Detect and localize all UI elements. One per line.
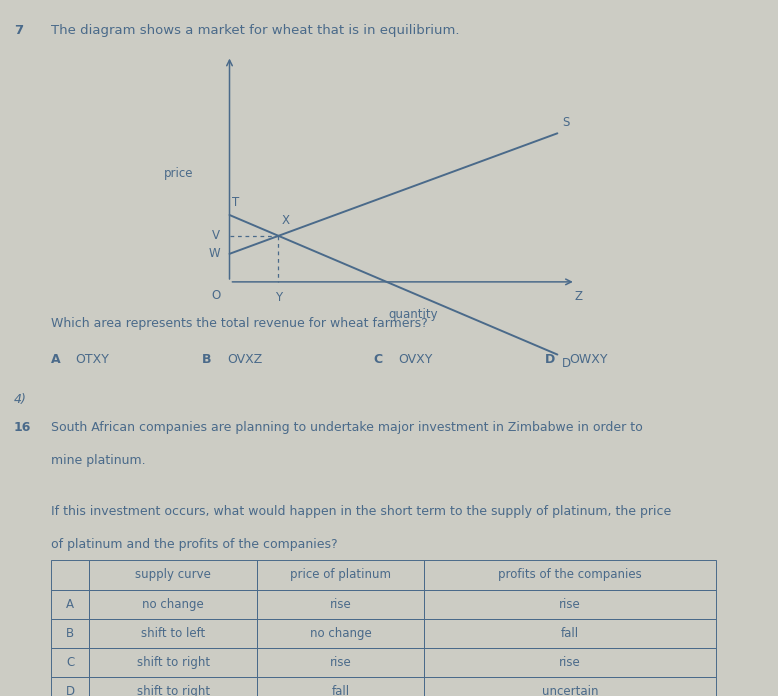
Bar [51, 590, 89, 619]
Bar [257, 619, 424, 648]
Bar [89, 590, 257, 619]
Bar [89, 677, 257, 696]
Text: shift to right: shift to right [137, 656, 209, 669]
Text: OWXY: OWXY [569, 353, 608, 366]
Bar [89, 560, 257, 590]
Text: rise: rise [559, 598, 580, 610]
Text: C: C [66, 656, 74, 669]
Bar [89, 619, 257, 648]
Text: B: B [202, 353, 212, 366]
Bar [257, 677, 424, 696]
Text: fall: fall [331, 686, 349, 696]
Bar [257, 560, 424, 590]
Text: 4): 4) [14, 393, 27, 406]
Text: Y: Y [275, 291, 282, 304]
Text: D: D [65, 686, 75, 696]
Bar [89, 648, 257, 677]
Text: quantity: quantity [389, 308, 438, 322]
Text: Z: Z [574, 290, 582, 303]
Bar [424, 560, 716, 590]
Text: of platinum and the profits of the companies?: of platinum and the profits of the compa… [51, 538, 337, 551]
Bar [424, 590, 716, 619]
Text: A: A [66, 598, 74, 610]
Bar [424, 677, 716, 696]
Text: X: X [282, 214, 289, 228]
Text: rise: rise [559, 656, 580, 669]
Bar [51, 619, 89, 648]
Text: D: D [545, 353, 555, 366]
Text: fall: fall [561, 627, 579, 640]
Text: T: T [232, 196, 239, 209]
Text: V: V [212, 230, 220, 242]
Text: OVXZ: OVXZ [227, 353, 262, 366]
Bar [257, 648, 424, 677]
Text: mine platinum.: mine platinum. [51, 454, 145, 468]
Text: supply curve: supply curve [135, 569, 211, 581]
Text: B: B [66, 627, 74, 640]
Text: price: price [164, 168, 194, 180]
Text: O: O [211, 289, 220, 302]
Text: OTXY: OTXY [75, 353, 110, 366]
Text: uncertain: uncertain [541, 686, 598, 696]
Text: price of platinum: price of platinum [290, 569, 391, 581]
Bar [424, 648, 716, 677]
Text: 7: 7 [14, 24, 23, 38]
Text: shift to right: shift to right [137, 686, 209, 696]
Text: no change: no change [310, 627, 371, 640]
Text: Which area represents the total revenue for wheat farmers?: Which area represents the total revenue … [51, 317, 427, 330]
Text: A: A [51, 353, 60, 366]
Bar [51, 560, 89, 590]
Text: C: C [373, 353, 383, 366]
Bar [51, 677, 89, 696]
Text: If this investment occurs, what would happen in the short term to the supply of : If this investment occurs, what would ha… [51, 505, 671, 518]
Text: no change: no change [142, 598, 204, 610]
Text: S: S [562, 116, 569, 129]
Text: OVXY: OVXY [398, 353, 433, 366]
Text: W: W [209, 247, 220, 260]
Text: South African companies are planning to undertake major investment in Zimbabwe i: South African companies are planning to … [51, 421, 643, 434]
Bar [257, 590, 424, 619]
Text: 16: 16 [14, 421, 31, 434]
Text: profits of the companies: profits of the companies [498, 569, 642, 581]
Text: rise: rise [330, 656, 351, 669]
Text: shift to left: shift to left [141, 627, 205, 640]
Text: The diagram shows a market for wheat that is in equilibrium.: The diagram shows a market for wheat tha… [51, 24, 459, 38]
Bar [424, 619, 716, 648]
Bar [51, 648, 89, 677]
Text: rise: rise [330, 598, 351, 610]
Text: D: D [562, 357, 571, 370]
